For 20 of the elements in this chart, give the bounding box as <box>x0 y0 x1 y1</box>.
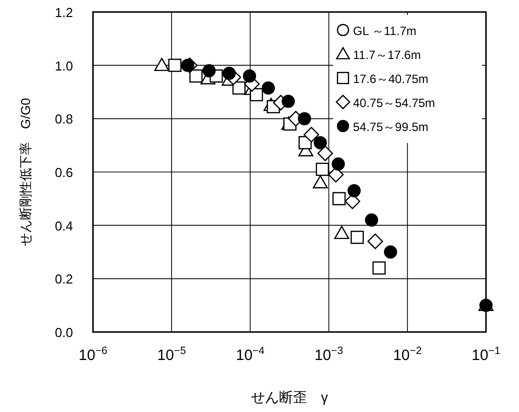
y-tick-label: 1.2 <box>54 5 73 20</box>
legend-label: 40.75～54.75m <box>353 96 436 110</box>
legend-label: 17.6～40.75m <box>353 72 428 86</box>
legend-label: 11.7～17.6m <box>353 48 421 62</box>
x-tick-label: 10$^{−2}$ <box>393 345 422 364</box>
x-axis-title: せん断歪 γ <box>251 389 328 405</box>
y-tick-label: 1.0 <box>54 58 73 74</box>
legend-label: GL ～11.7m <box>353 24 416 38</box>
x-tick-label: 10$^{−4}$ <box>236 345 265 364</box>
y-tick-label: 0.4 <box>54 218 73 234</box>
x-tick-label: 10$^{−1}$ <box>472 345 500 364</box>
x-tick-label: 10$^{−5}$ <box>157 345 186 364</box>
legend-label: 54.75～99.5m <box>353 120 428 134</box>
x-tick-label: 10$^{−3}$ <box>314 345 344 364</box>
y-tick-label: 0.0 <box>54 325 73 340</box>
y-tick-label: 0.8 <box>54 112 73 127</box>
y-tick-label: 0.2 <box>54 272 73 287</box>
y-tick-label: 0.6 <box>54 165 73 180</box>
x-tick-label: 10$^{−6}$ <box>78 345 108 364</box>
y-axis-title: せん断剛性低下率 G/G0 <box>18 98 33 246</box>
